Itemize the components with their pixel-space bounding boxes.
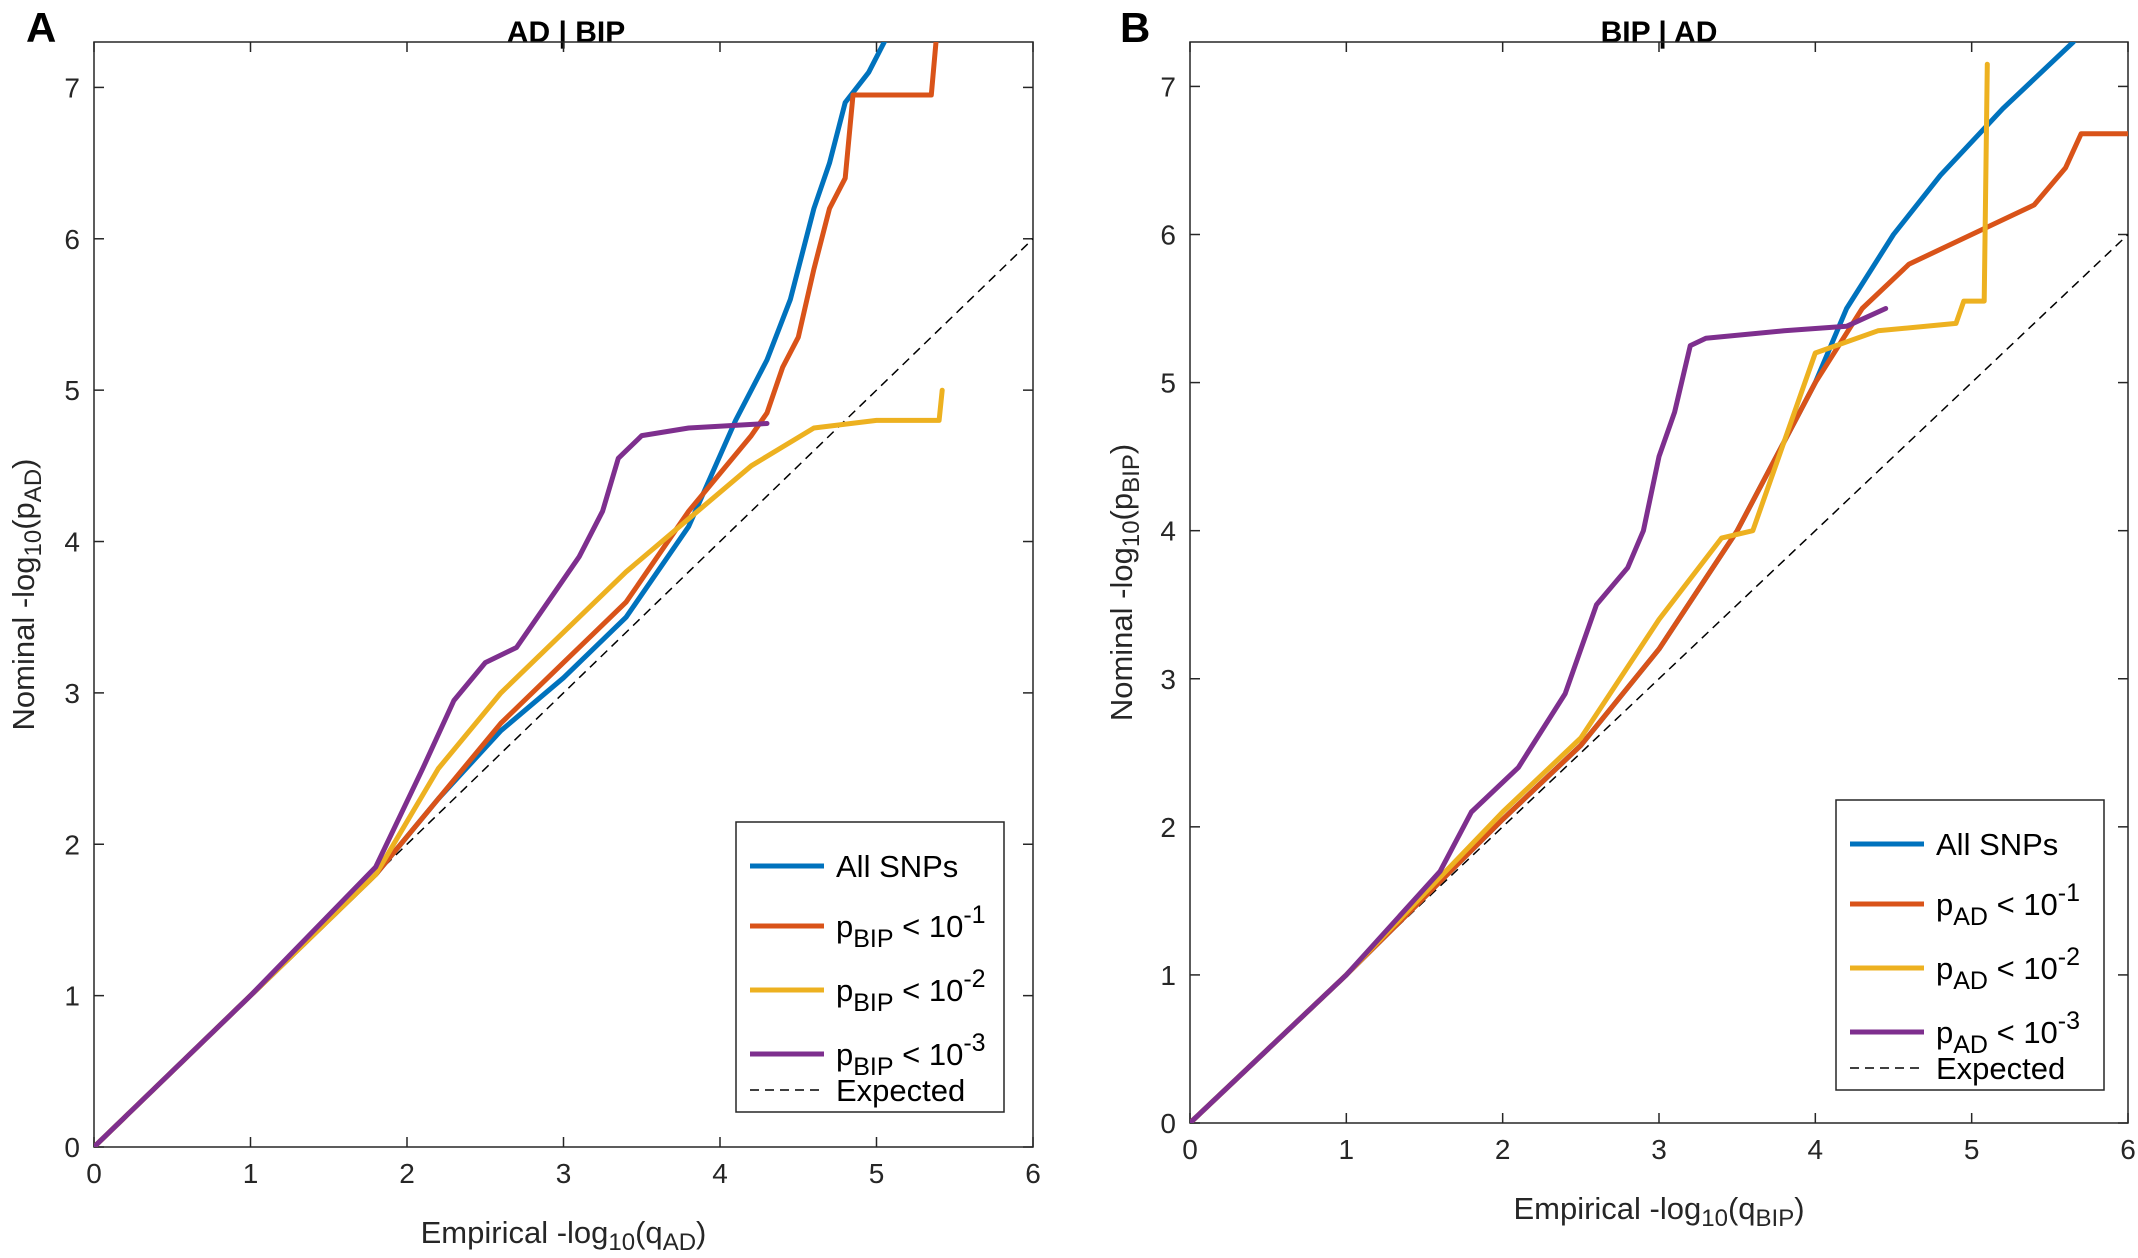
- series-line-3: [94, 387, 945, 1147]
- x-tick-label: 5: [869, 1158, 885, 1189]
- y-tick-label: 7: [64, 72, 80, 103]
- legend-label: pAD < 10-1: [1936, 879, 2080, 931]
- legend-label: pAD < 10-2: [1936, 943, 2080, 995]
- y-tick-label: 5: [64, 375, 80, 406]
- series-line-4: [1190, 306, 1889, 1123]
- x-axis-label: Empirical -log10(qBIP): [1513, 1191, 1804, 1232]
- x-axis-label: Empirical -log10(qAD): [421, 1215, 707, 1256]
- y-tick-label: 2: [1160, 812, 1176, 843]
- y-tick-label: 4: [64, 527, 80, 558]
- legend-label: pBIP < 10-1: [836, 901, 986, 953]
- legend-label: pAD < 10-3: [1936, 1007, 2080, 1059]
- x-tick-label: 6: [2120, 1134, 2136, 1165]
- x-tick-label: 0: [86, 1158, 102, 1189]
- y-tick-label: 7: [1160, 71, 1176, 102]
- y-tick-label: 4: [1160, 516, 1176, 547]
- data-layer: [94, 42, 1033, 1147]
- chart-title: AD | BIP: [507, 16, 625, 49]
- y-tick-label: 6: [64, 224, 80, 255]
- chart-panel-a: A AD | BIP 0 1 2 3 4 5 6 0 1 2 3 4 5 6 7 Empirical -log10…: [6, 4, 1041, 1256]
- x-tick-label: 3: [556, 1158, 572, 1189]
- legend-label: All SNPs: [836, 849, 958, 884]
- panel-label: A: [26, 4, 56, 51]
- x-tick-label: 2: [399, 1158, 415, 1189]
- x-tick-label: 4: [1808, 1134, 1824, 1165]
- x-tick-label: 3: [1651, 1134, 1667, 1165]
- y-tick-label: 1: [64, 981, 80, 1012]
- legend: All SNPs pBIP < 10-1 pBIP < 10-2 pBIP < 10-…: [735, 821, 1005, 1113]
- legend-box: [735, 821, 1005, 1113]
- legend-label: pBIP < 10-3: [836, 1029, 986, 1081]
- y-axis-label: Nominal -log10(pBIP): [1104, 444, 1145, 721]
- y-axis-label: Nominal -log10(pAD): [6, 459, 47, 731]
- series-line-4: [94, 421, 770, 1147]
- y-tick-label: 2: [64, 829, 80, 860]
- y-tick-label: 1: [1160, 960, 1176, 991]
- x-tick-label: 4: [712, 1158, 728, 1189]
- x-tick-label: 5: [1964, 1134, 1980, 1165]
- series-line-3: [1190, 61, 1990, 1123]
- legend-label: All SNPs: [1936, 827, 2058, 862]
- y-tick-label: 5: [1160, 368, 1176, 399]
- y-tick-label: 3: [64, 678, 80, 709]
- legend-label-expected: Expected: [836, 1073, 965, 1108]
- y-tick-label: 0: [64, 1132, 80, 1163]
- legend-label: pBIP < 10-2: [836, 965, 986, 1017]
- x-tick-label: 6: [1025, 1158, 1041, 1189]
- x-tick-label: 1: [243, 1158, 259, 1189]
- x-tick-label: 2: [1495, 1134, 1511, 1165]
- legend-label-expected: Expected: [1936, 1051, 2065, 1086]
- data-layer: [1190, 42, 2128, 1123]
- y-tick-label: 6: [1160, 220, 1176, 251]
- legend-box: [1835, 799, 2105, 1091]
- x-tick-label: 0: [1182, 1134, 1198, 1165]
- panel-label: B: [1120, 4, 1150, 51]
- x-tick-label: 1: [1339, 1134, 1355, 1165]
- legend: All SNPs pAD < 10-1 pAD < 10-2 pAD < 10-3Ex…: [1835, 799, 2105, 1091]
- y-tick-label: 0: [1160, 1108, 1176, 1139]
- y-tick-label: 3: [1160, 664, 1176, 695]
